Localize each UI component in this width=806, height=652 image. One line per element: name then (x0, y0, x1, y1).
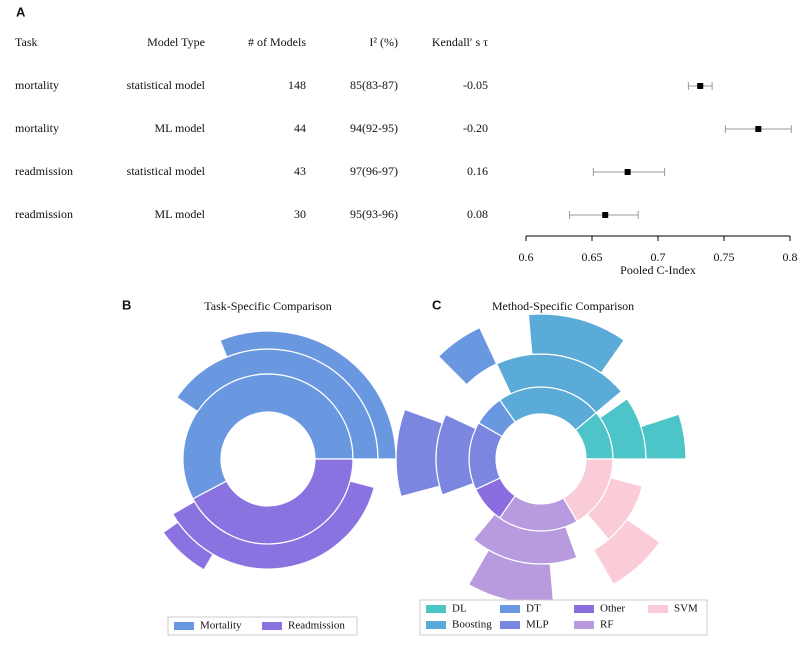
legend-swatch (574, 621, 594, 629)
legend-swatch (426, 621, 446, 629)
point-estimate (755, 126, 762, 132)
table-cell: -0.05 (463, 78, 488, 92)
table-cell: mortality (15, 78, 59, 92)
column-header: Kendall′ s τ (432, 35, 488, 49)
legend-label: MLP (526, 619, 549, 631)
table-cell: ML model (154, 207, 205, 221)
legend-swatch (500, 605, 520, 613)
x-tick-label: 0.7 (651, 250, 666, 264)
legend-label: Mortality (200, 620, 242, 632)
table-cell: 85(83-87) (350, 78, 398, 92)
legend-swatch (574, 605, 594, 613)
wedge (437, 326, 498, 386)
legend-swatch (500, 621, 520, 629)
legend-label: DT (526, 603, 541, 615)
legend-label: RF (600, 619, 613, 631)
wedge (171, 480, 375, 570)
wedge (162, 521, 214, 571)
legend-label: Boosting (452, 619, 492, 631)
table-cell: mortality (15, 121, 59, 135)
table-cell: statistical model (127, 164, 206, 178)
wedge (395, 408, 444, 498)
table-cell: 0.16 (467, 164, 488, 178)
wedge (592, 518, 661, 586)
point-estimate (624, 169, 631, 175)
table-cell: statistical model (127, 78, 206, 92)
legend-swatch (262, 622, 282, 630)
table-cell: readmission (15, 207, 73, 221)
table-cell: 95(93-96) (350, 207, 398, 221)
wedge (527, 313, 626, 374)
table-cell: 43 (294, 164, 306, 178)
table-cell: 30 (294, 207, 306, 221)
table-cell: readmission (15, 164, 73, 178)
column-header: I² (%) (369, 35, 398, 49)
wedge (467, 549, 555, 605)
table-cell: 44 (294, 121, 306, 135)
table-cell: 148 (288, 78, 306, 92)
panel-label: A (16, 4, 26, 19)
legend-label: DL (452, 603, 467, 615)
chart-title: Method-Specific Comparison (492, 299, 634, 313)
table-cell: 0.08 (467, 207, 488, 221)
legend-swatch (426, 605, 446, 613)
legend-swatch (648, 605, 668, 613)
x-tick-label: 0.8 (783, 250, 798, 264)
legend-label: Other (600, 603, 625, 615)
wedge (219, 330, 397, 460)
panel-label: C (432, 297, 442, 312)
legend-label: SVM (674, 603, 698, 615)
table-cell: -0.20 (463, 121, 488, 135)
column-header: Model Type (147, 35, 205, 49)
column-header: # of Models (248, 35, 306, 49)
column-header: Task (15, 35, 38, 49)
table-cell: 97(96-97) (350, 164, 398, 178)
wedge (640, 413, 687, 460)
x-axis-label: Pooled C-Index (620, 263, 696, 277)
chart-title: Task-Specific Comparison (204, 299, 331, 313)
x-tick-label: 0.6 (519, 250, 534, 264)
table-cell: ML model (154, 121, 205, 135)
legend-label: Readmission (288, 620, 345, 632)
x-tick-label: 0.75 (714, 250, 735, 264)
panel-label: B (122, 297, 131, 312)
point-estimate (697, 83, 704, 89)
legend-swatch (174, 622, 194, 630)
x-tick-label: 0.65 (582, 250, 603, 264)
table-cell: 94(92-95) (350, 121, 398, 135)
point-estimate (602, 212, 609, 218)
